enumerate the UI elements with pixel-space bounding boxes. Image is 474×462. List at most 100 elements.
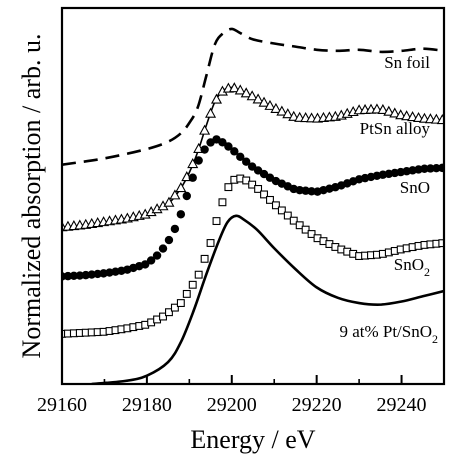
series-layer: [62, 27, 444, 384]
data-point: [307, 187, 316, 196]
plot-frame: [60, 6, 446, 386]
data-point: [224, 142, 233, 151]
data-point: [69, 271, 79, 281]
series-label: 9 at% Pt/SnO2: [339, 322, 438, 346]
data-point: [188, 280, 197, 289]
data-point: [140, 260, 150, 269]
data-point: [218, 138, 227, 147]
data-point: [247, 162, 257, 171]
data-point: [176, 210, 186, 219]
data-point: [175, 182, 187, 193]
data-point: [205, 107, 217, 118]
data-point: [200, 254, 209, 263]
data-point: [277, 206, 286, 215]
data-point: [301, 225, 310, 234]
series-label: SnO: [400, 178, 430, 197]
data-point: [252, 93, 264, 104]
x-axis-label: Energy / eV: [190, 425, 315, 454]
data-point: [169, 189, 181, 200]
data-point: [163, 196, 175, 207]
data-point: [264, 99, 276, 110]
data-point: [170, 224, 180, 234]
series-label: PtSn alloy: [360, 119, 431, 138]
data-point: [254, 185, 263, 193]
data-point: [426, 164, 435, 173]
series-line: [91, 214, 444, 384]
data-point: [200, 145, 209, 154]
data-point: [276, 105, 288, 116]
data-point: [377, 103, 389, 115]
data-point: [158, 244, 168, 253]
data-point: [246, 90, 258, 101]
data-point: [289, 216, 298, 225]
data-point: [282, 108, 294, 119]
data-point: [176, 299, 185, 308]
data-point: [212, 217, 221, 226]
data-point: [187, 157, 199, 169]
data-point: [242, 176, 251, 185]
data-point: [146, 256, 156, 265]
y-axis-label: Normalized absorption / arb. u.: [17, 34, 46, 359]
series-9-at-pt-sno2: [91, 214, 444, 384]
data-point: [182, 191, 191, 201]
data-point: [389, 107, 401, 118]
series-sno: [62, 135, 444, 281]
data-point: [407, 111, 419, 122]
series-label: SnO2: [394, 255, 430, 279]
x-tick-label: 29200: [207, 394, 257, 416]
ticks-layer: 29160 29180 29200 29220 29240: [37, 375, 445, 416]
data-point: [164, 235, 174, 245]
data-point: [438, 163, 444, 173]
data-point: [62, 221, 68, 232]
data-point: [438, 239, 444, 248]
data-point: [260, 190, 268, 199]
data-point: [182, 289, 191, 298]
data-point: [234, 84, 246, 95]
series-labels: Sn foil PtSn alloy SnO SnO2 9 at% Pt/SnO2: [339, 53, 438, 346]
series-sn-foil: [62, 27, 444, 166]
data-point: [230, 147, 239, 156]
data-point: [288, 110, 300, 121]
data-point: [258, 96, 270, 107]
data-point: [170, 303, 179, 312]
data-point: [218, 198, 227, 207]
data-point: [240, 87, 252, 98]
x-tick-label: 29160: [37, 394, 87, 416]
series-line: [62, 27, 444, 166]
series-ptsn-alloy: [62, 82, 444, 232]
data-point: [420, 164, 429, 173]
data-point: [401, 110, 413, 121]
data-point: [242, 157, 251, 166]
data-point: [271, 201, 280, 210]
data-point: [194, 156, 203, 165]
data-point: [248, 180, 257, 189]
data-point: [165, 308, 173, 317]
data-point: [395, 109, 407, 120]
data-point: [307, 230, 316, 238]
x-tick-label: 29220: [292, 394, 342, 416]
data-point: [188, 173, 197, 182]
data-point: [270, 102, 282, 113]
data-point: [436, 114, 444, 125]
data-point: [224, 183, 233, 192]
data-point: [210, 93, 223, 104]
data-point: [159, 312, 167, 321]
data-point: [432, 163, 441, 173]
data-point: [266, 195, 274, 204]
x-tick-label: 29180: [122, 394, 172, 416]
series-sno2: [62, 174, 444, 338]
data-point: [199, 124, 211, 135]
data-point: [206, 239, 215, 247]
data-point: [63, 271, 73, 281]
data-point: [152, 251, 162, 260]
data-point: [295, 221, 304, 230]
x-tick-label: 29240: [377, 394, 427, 416]
data-point: [236, 152, 245, 162]
data-point: [194, 270, 203, 279]
series-line: [62, 86, 444, 229]
data-point: [383, 105, 395, 116]
series-label: Sn foil: [384, 53, 430, 72]
data-point: [283, 211, 292, 220]
data-point: [228, 82, 240, 93]
